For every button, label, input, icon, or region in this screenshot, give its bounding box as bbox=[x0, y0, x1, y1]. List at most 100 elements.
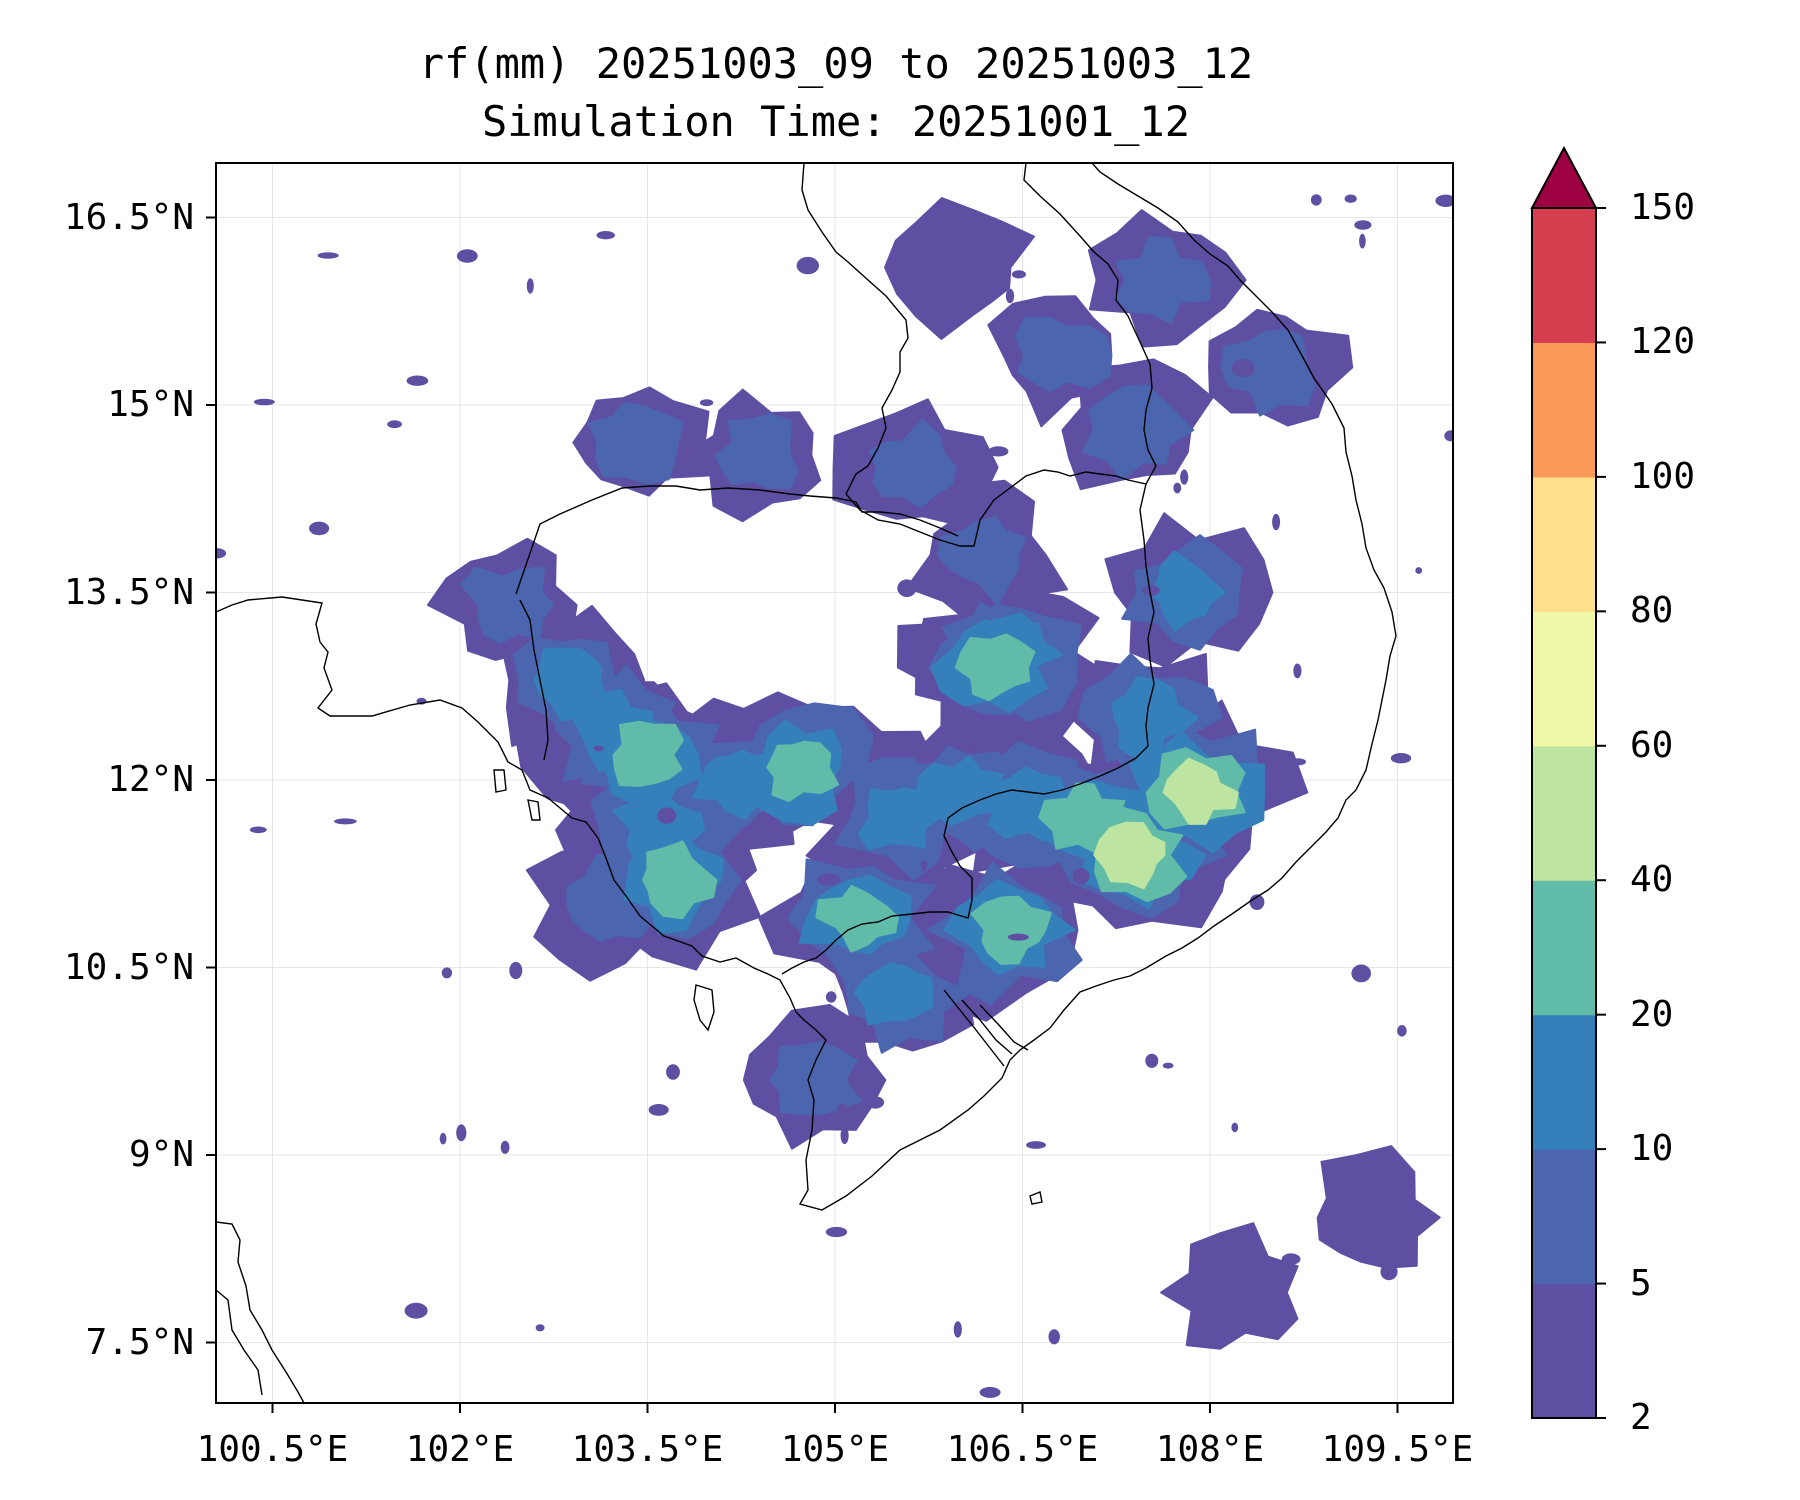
rain-speck bbox=[1397, 1025, 1407, 1037]
coastlines-and-borders bbox=[216, 163, 1397, 1403]
rain-speck bbox=[1180, 469, 1189, 485]
colorbar-label: 100 bbox=[1630, 455, 1696, 497]
rain-speck bbox=[1162, 1062, 1174, 1069]
rain-speck bbox=[897, 579, 917, 597]
rain-speck bbox=[1415, 567, 1423, 574]
lon-tick-label: 106.5°E bbox=[946, 1429, 1099, 1470]
rain-contour bbox=[1082, 384, 1195, 481]
rain-speck bbox=[1293, 663, 1302, 679]
rain-speck bbox=[535, 1324, 545, 1332]
rain-contour bbox=[766, 740, 840, 802]
colorbar-label: 5 bbox=[1630, 1262, 1652, 1304]
rain-speck bbox=[979, 1386, 1001, 1398]
colorbar-segment bbox=[1532, 745, 1596, 881]
rain-contour bbox=[642, 840, 718, 920]
colorbar-label: 10 bbox=[1630, 1128, 1674, 1170]
lat-tick-label: 10.5°N bbox=[63, 946, 194, 988]
rain-speck bbox=[253, 398, 275, 406]
rain-contour bbox=[884, 197, 1035, 340]
rain-speck bbox=[406, 375, 429, 386]
colorbar-label: 120 bbox=[1630, 321, 1696, 363]
border-cambodia-laos bbox=[845, 163, 1157, 547]
rain-speck bbox=[1289, 758, 1306, 766]
island-koh-kong bbox=[493, 769, 507, 793]
colorbar-label: 80 bbox=[1630, 590, 1674, 632]
rain-speck bbox=[1390, 753, 1412, 764]
coastline-malay-peninsula bbox=[216, 1221, 305, 1403]
rain-speck bbox=[441, 967, 453, 979]
colorbar-label: 2 bbox=[1630, 1397, 1652, 1438]
rain-speck bbox=[825, 1226, 848, 1238]
lon-tick-label: 100.5°E bbox=[196, 1429, 349, 1470]
colorbar-segment bbox=[1532, 476, 1596, 612]
coastline-mekong-delta bbox=[795, 163, 1397, 1211]
colorbar-label: 20 bbox=[1630, 993, 1674, 1035]
rain-speck bbox=[1228, 1276, 1238, 1289]
rain-speck bbox=[1310, 194, 1322, 206]
rain-speck bbox=[816, 873, 841, 886]
rain-speck bbox=[996, 498, 1011, 511]
rain-speck bbox=[334, 818, 357, 825]
rain-contour bbox=[915, 755, 1004, 826]
rain-contour bbox=[869, 418, 957, 509]
rain-speck bbox=[796, 256, 819, 275]
island-phu-quoc bbox=[693, 984, 715, 1032]
rain-speck bbox=[1048, 1329, 1060, 1345]
rain-speck bbox=[699, 399, 714, 407]
rain-speck bbox=[509, 961, 523, 980]
rain-contour bbox=[954, 633, 1036, 702]
colorbar-segment bbox=[1532, 1283, 1596, 1419]
rain-speck bbox=[840, 1127, 849, 1145]
colorbar-segment bbox=[1532, 880, 1596, 1016]
rain-speck bbox=[666, 1064, 680, 1080]
rain-speck bbox=[249, 826, 267, 834]
rain-speck bbox=[439, 1132, 447, 1145]
lat-tick-label: 7.5°N bbox=[85, 1321, 194, 1363]
colorbar-label: 150 bbox=[1630, 187, 1696, 228]
lat-tick-label: 9°N bbox=[128, 1134, 194, 1175]
lat-tick-label: 13.5°N bbox=[63, 571, 194, 613]
rain-speck bbox=[309, 521, 330, 536]
rain-speck bbox=[1351, 964, 1371, 983]
rain-contour bbox=[714, 413, 799, 490]
colorbar-extend-max bbox=[1530, 145, 1598, 209]
rain-speck bbox=[866, 1096, 885, 1109]
border-tonle-sap bbox=[519, 599, 549, 761]
rain-speck bbox=[1354, 220, 1372, 230]
lat-tick-label: 15°N bbox=[107, 384, 194, 425]
rain-speck bbox=[1332, 1235, 1349, 1248]
colorbar-label: 60 bbox=[1630, 724, 1674, 766]
colorbar-outline bbox=[1531, 207, 1597, 1419]
rain-speck bbox=[920, 860, 928, 871]
rain-speck bbox=[1173, 482, 1182, 494]
rain-speck bbox=[1005, 288, 1015, 304]
rain-speck bbox=[216, 548, 227, 559]
rain-speck bbox=[1007, 933, 1029, 941]
rain-contour bbox=[970, 895, 1052, 965]
border-cambodia-vietnam bbox=[781, 483, 1155, 975]
rain-speck bbox=[387, 420, 402, 429]
rain-speck bbox=[1249, 894, 1265, 910]
rain-speck bbox=[456, 1124, 467, 1142]
rain-contour bbox=[936, 516, 1027, 606]
rain-speck bbox=[593, 745, 604, 752]
rain-contour bbox=[1014, 316, 1113, 393]
rain-contour bbox=[1162, 757, 1239, 825]
rain-speck bbox=[1281, 1253, 1301, 1265]
rain-speck bbox=[1145, 1053, 1159, 1068]
colorbar-segment bbox=[1532, 342, 1596, 478]
axis-ticks bbox=[206, 216, 1399, 1413]
colorbar-segment bbox=[1532, 1014, 1596, 1150]
rain-contour bbox=[587, 401, 685, 485]
lon-tick-label: 102°E bbox=[405, 1429, 515, 1470]
island-koh-chang bbox=[527, 799, 541, 821]
rain-speck bbox=[825, 991, 837, 1003]
rain-speck bbox=[526, 278, 534, 294]
rain-speck bbox=[1142, 585, 1160, 596]
rain-speck bbox=[500, 1140, 510, 1154]
rain-contour bbox=[1111, 676, 1199, 760]
rain-speck bbox=[953, 1321, 962, 1338]
border-laos-thailand bbox=[801, 163, 909, 495]
rain-speck bbox=[1072, 868, 1090, 885]
